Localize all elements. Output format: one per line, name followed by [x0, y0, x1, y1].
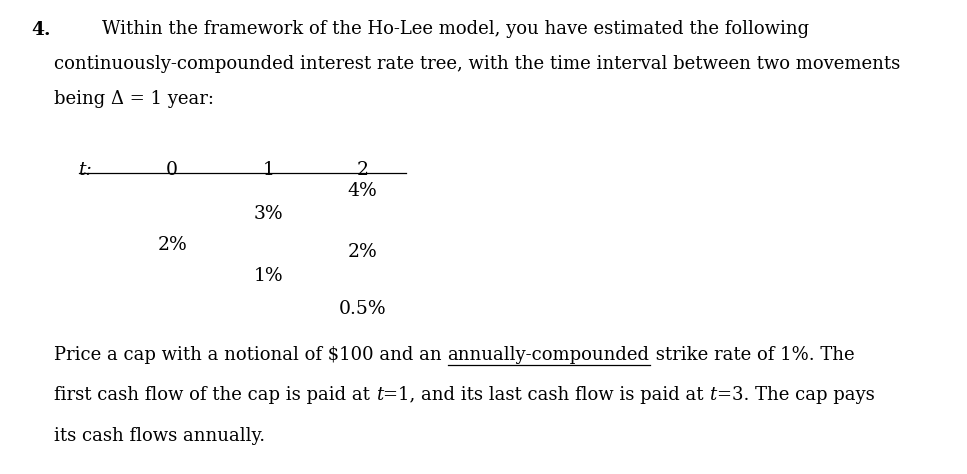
Text: annually-compounded: annually-compounded — [448, 346, 650, 364]
Text: its cash flows annually.: its cash flows annually. — [54, 427, 265, 445]
Text: 4%: 4% — [348, 182, 377, 200]
Text: 2: 2 — [357, 161, 368, 179]
Text: t: t — [376, 386, 383, 404]
Text: Within the framework of the Ho-Lee model, you have estimated the following: Within the framework of the Ho-Lee model… — [102, 20, 808, 38]
Text: 0.5%: 0.5% — [338, 300, 387, 318]
Text: 0: 0 — [166, 161, 178, 179]
Text: continuously-compounded interest rate tree, with the time interval between two m: continuously-compounded interest rate tr… — [54, 55, 900, 73]
Text: Price a cap with a notional of $100 and an: Price a cap with a notional of $100 and … — [54, 346, 448, 364]
Text: 1%: 1% — [254, 267, 283, 285]
Text: 2%: 2% — [348, 243, 377, 261]
Text: t: t — [709, 386, 717, 404]
Text: being Δ = 1 year:: being Δ = 1 year: — [54, 90, 214, 108]
Text: t:: t: — [79, 161, 93, 179]
Text: =1, and its last cash flow is paid at: =1, and its last cash flow is paid at — [383, 386, 709, 404]
Text: first cash flow of the cap is paid at: first cash flow of the cap is paid at — [54, 386, 376, 404]
Text: =3. The cap pays: =3. The cap pays — [717, 386, 874, 404]
Text: strike rate of 1%. The: strike rate of 1%. The — [650, 346, 854, 364]
Text: 4.: 4. — [31, 21, 50, 39]
Text: 2%: 2% — [158, 236, 187, 254]
Text: 3%: 3% — [254, 205, 283, 223]
Text: 1: 1 — [263, 161, 275, 179]
